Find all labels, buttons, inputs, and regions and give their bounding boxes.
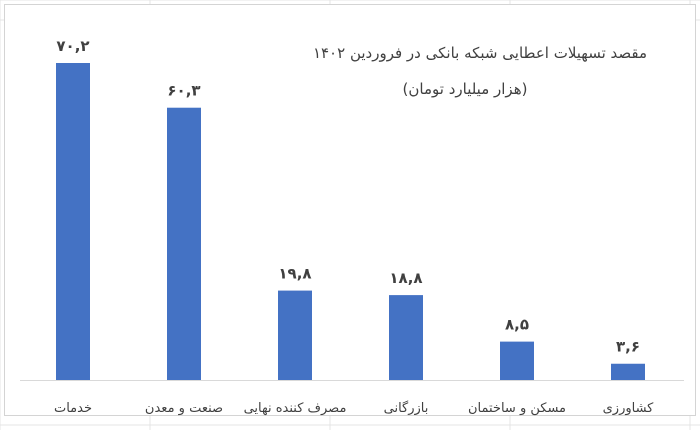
category-label: کشاورزی [603, 401, 655, 416]
chart-area [4, 4, 696, 416]
bar [389, 295, 423, 380]
data-label: ۷۰,۲ [56, 37, 89, 55]
bar [611, 363, 645, 380]
bar [56, 63, 90, 380]
data-label: ۸,۵ [505, 316, 529, 334]
data-label: ۱۸,۸ [389, 269, 422, 287]
category-label: مصرف کننده نهایی [244, 401, 347, 416]
bar [278, 290, 312, 380]
data-label: ۶۰,۳ [167, 82, 200, 100]
data-label: ۱۹,۸ [278, 265, 311, 283]
category-label: بازرگانی [384, 400, 429, 416]
category-label: خدمات [54, 401, 92, 416]
data-label: ۳,۶ [616, 338, 640, 356]
chart-title: مقصد تسهیلات اعطایی شبکه بانکی در فروردی… [312, 44, 648, 62]
bar [167, 107, 201, 380]
category-label: مسکن و ساختمان [468, 401, 566, 416]
category-label: صنعت و معدن [145, 401, 223, 416]
chart-subtitle: (هزار میلیارد تومان) [402, 80, 528, 98]
bar [500, 341, 534, 380]
